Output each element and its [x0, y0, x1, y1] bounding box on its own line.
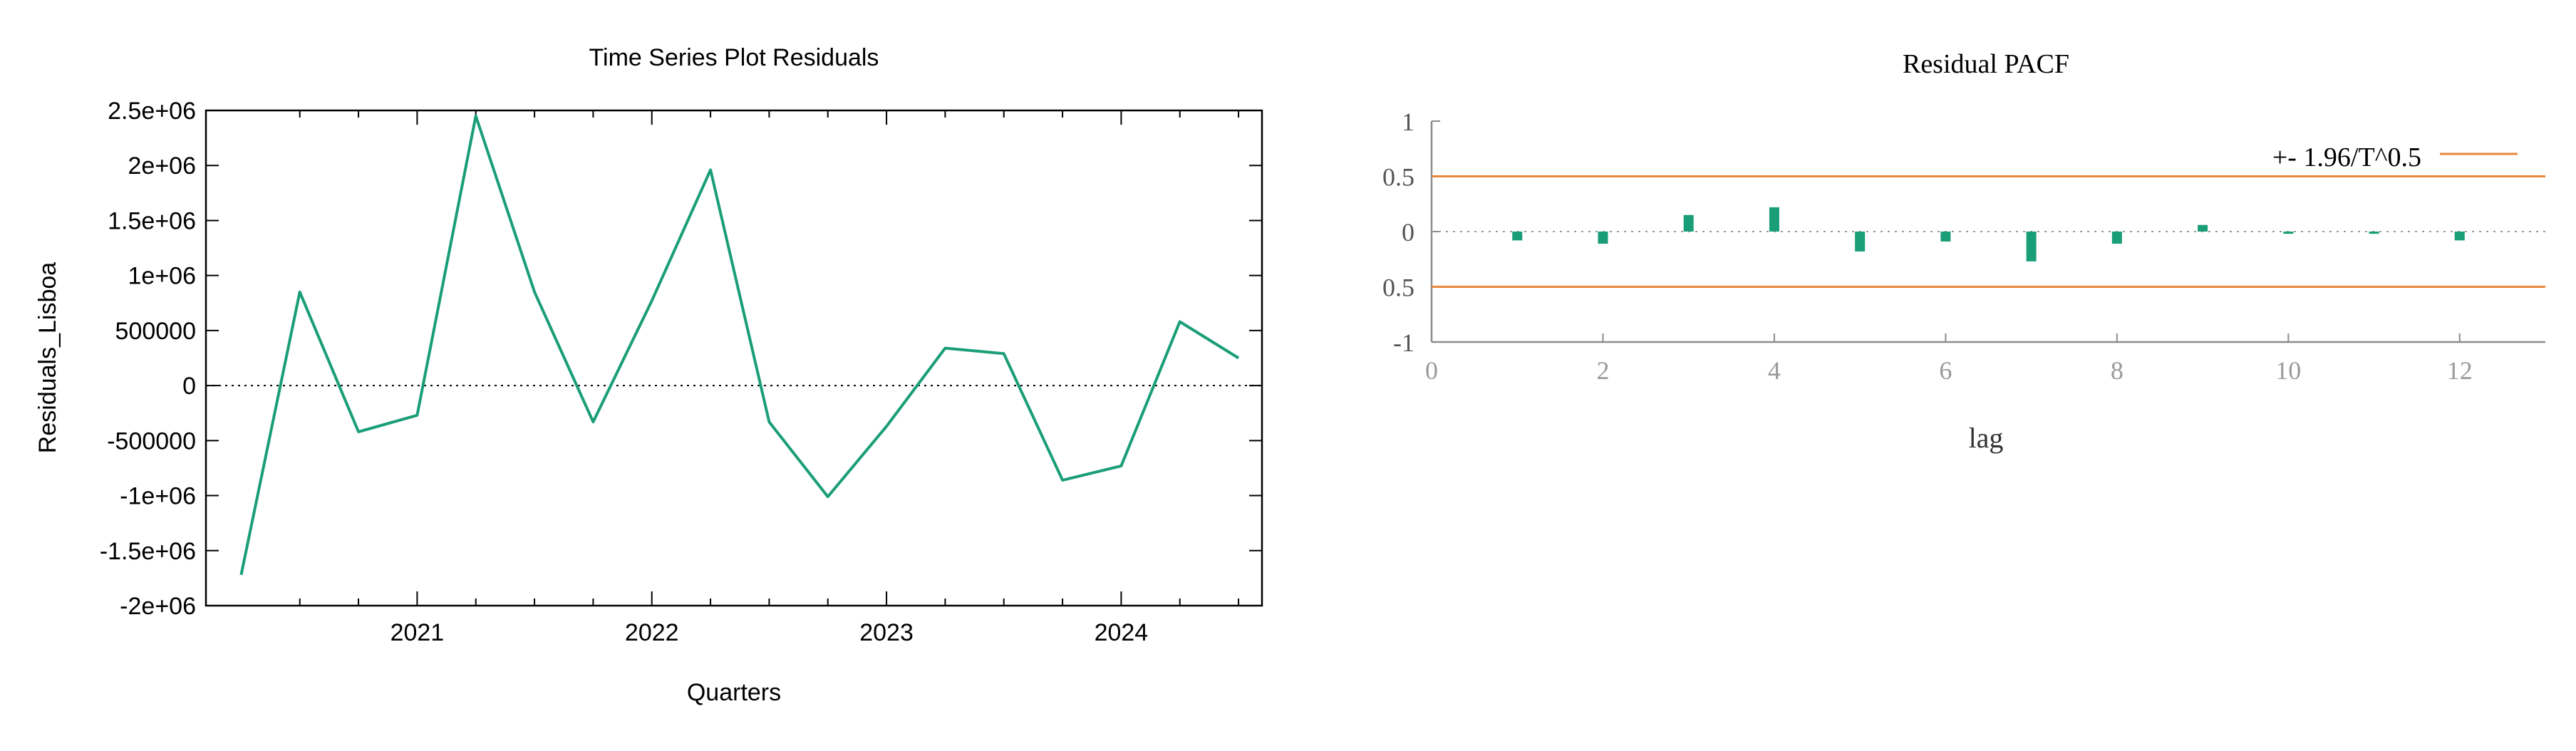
pacf-x-tick-label: 10: [2275, 356, 2301, 385]
y-tick-label: 1.5e+06: [108, 207, 196, 234]
x-axis-label: Quarters: [687, 679, 781, 706]
pacf-x-tick-label: 8: [2111, 356, 2124, 385]
x-tick-label: 2024: [1095, 619, 1149, 646]
y-tick-label: -1e+06: [120, 483, 196, 510]
pacf-title: Residual PACF: [1903, 49, 2069, 79]
residual-points: [241, 115, 1239, 575]
pacf-legend: +- 1.96/T^0.5: [2232, 139, 2518, 175]
pacf-y-tick-label: 0: [1402, 218, 1414, 247]
pacf-bar: [2369, 232, 2379, 234]
pacf-bar: [1940, 232, 1951, 242]
pacf-bar: [2026, 232, 2037, 261]
pacf-bar: [2283, 232, 2294, 234]
y-tick-label: 2.5e+06: [108, 98, 196, 125]
y-axis: 2.5e+06 2e+06 1.5e+06 1e+06 500000 0 -500000 -1…: [100, 98, 1262, 620]
pacf-chart: Residual PACF 1 0.5 0 0.5 -1 0 2 4 6 8 10 12 +- 1.9…: [1382, 49, 2545, 454]
x-tick-label: 2022: [625, 619, 679, 646]
y-axis-label: Residuals_Lisboa: [34, 262, 61, 453]
x-tick-label: 2021: [390, 619, 445, 646]
pacf-bar: [2198, 224, 2208, 232]
y-tick-label: 500000: [115, 318, 196, 345]
pacf-bars: [1512, 207, 2465, 261]
pacf-x-tick-label: 4: [1768, 356, 1781, 385]
plot-frame: [205, 109, 1263, 607]
pacf-bar: [1598, 232, 1608, 244]
pacf-x-axis-label: lag: [1969, 422, 2004, 454]
pacf-y-tick-label: -1: [1393, 328, 1414, 357]
legend-background: [2232, 139, 2460, 175]
pacf-x-tick-label: 6: [1939, 356, 1952, 385]
x-tick-label: 2023: [859, 619, 914, 646]
pacf-y-tick-label: 1: [1402, 108, 1414, 136]
pacf-bar: [2454, 232, 2465, 241]
y-tick-label: 2e+06: [128, 152, 197, 180]
pacf-bar: [1683, 214, 1694, 232]
chart-title: Time Series Plot Residuals: [589, 44, 879, 71]
pacf-bar: [2111, 232, 2122, 244]
legend-label: +- 1.96/T^0.5: [2272, 143, 2421, 172]
pacf-x-tick-label: 2: [1596, 356, 1609, 385]
x-axis: 2021 2022 2023 2024: [299, 110, 1240, 646]
pacf-y-tick-label: 0.5: [1382, 163, 1414, 192]
y-tick-label: 0: [182, 373, 196, 400]
residual-series-line: [239, 114, 1240, 576]
y-tick-label: -1.5e+06: [100, 538, 196, 565]
pacf-bar: [1769, 207, 1779, 232]
y-tick-label: -2e+06: [120, 593, 196, 620]
pacf-x-tick-label: 0: [1425, 356, 1438, 385]
pacf-bar: [1512, 232, 1523, 241]
pacf-y-tick-label: 0.5: [1382, 274, 1414, 302]
pacf-bar: [1855, 232, 1866, 252]
time-series-chart: Time Series Plot Residuals 2.5e+06 2e+06 1…: [34, 44, 1263, 706]
pacf-x-tick-label: 12: [2447, 356, 2473, 385]
y-tick-label: 1e+06: [128, 263, 197, 290]
y-tick-label: -500000: [107, 428, 196, 455]
pacf-axes: 1 0.5 0 0.5 -1 0 2 4 6 8 10 12: [1382, 108, 2545, 385]
